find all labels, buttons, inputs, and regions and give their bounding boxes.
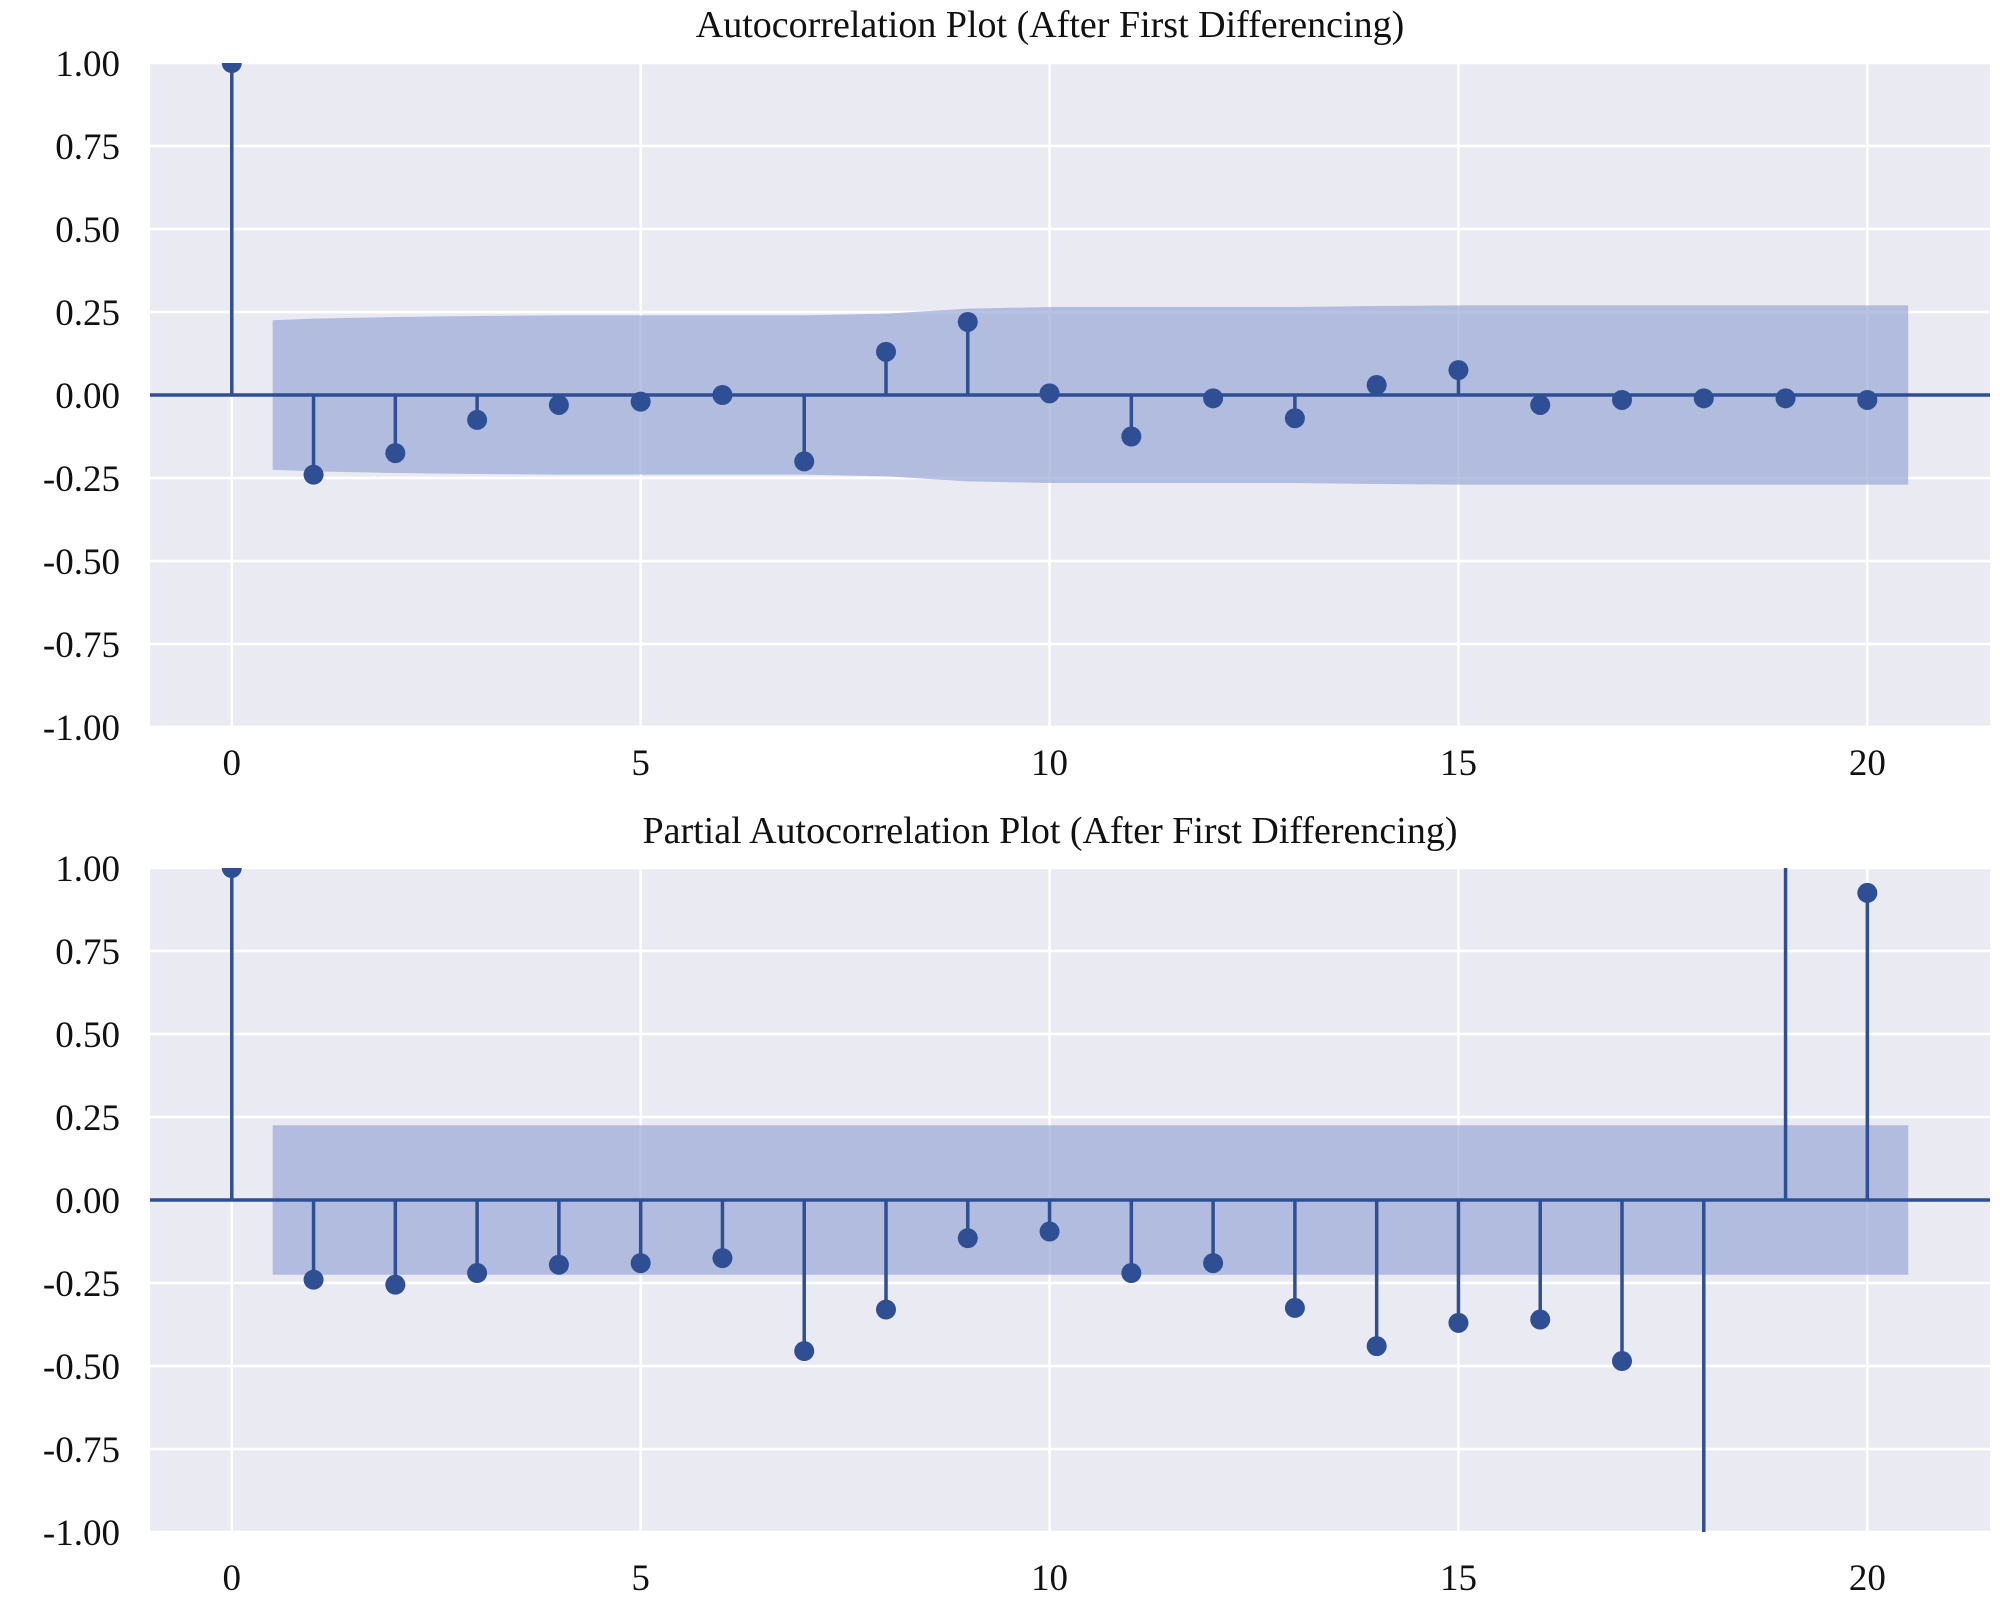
acf-marker-lag-13 xyxy=(1284,408,1305,429)
pacf-marker-lag-2 xyxy=(385,1274,406,1295)
acf-marker-lag-8 xyxy=(876,341,896,362)
acf-ytick-label-0: 1.00 xyxy=(55,44,120,85)
pacf-marker-lag-11 xyxy=(1121,1263,1142,1284)
acf-marker-lag-15 xyxy=(1448,360,1469,381)
pacf-marker-lag-15 xyxy=(1448,1312,1469,1333)
pacf-marker-lag-0 xyxy=(221,868,242,878)
acf-ytick-label-2: 0.50 xyxy=(55,210,120,251)
acf-marker-lag-20 xyxy=(1857,389,1878,410)
acf-xtick-label-1: 5 xyxy=(631,743,650,784)
acf-xtick-label-3: 15 xyxy=(1440,743,1477,784)
pacf-marker-lag-13 xyxy=(1284,1297,1305,1318)
acf-marker-lag-16 xyxy=(1530,394,1551,415)
pacf-ytick-label-8: -1.00 xyxy=(43,1513,120,1554)
acf-marker-lag-3 xyxy=(467,409,488,430)
acf-marker-lag-19 xyxy=(1775,388,1796,409)
pacf-xtick-label-1: 5 xyxy=(631,1558,650,1599)
pacf-xtick-label-0: 0 xyxy=(223,1558,242,1599)
pacf-marker-lag-4 xyxy=(548,1254,569,1275)
acf-ytick-label-1: 0.75 xyxy=(55,127,120,168)
pacf-ytick-label-3: 0.25 xyxy=(55,1098,120,1139)
pacf-ytick-label-1: 0.75 xyxy=(55,932,120,973)
acf-ytick-label-6: -0.50 xyxy=(43,542,120,583)
acf-marker-lag-0 xyxy=(221,63,242,73)
pacf-ytick-label-2: 0.50 xyxy=(55,1015,120,1056)
acf-ytick-label-8: -1.00 xyxy=(43,708,120,749)
acf-ytick-label-4: 0.00 xyxy=(55,376,120,417)
acf-marker-lag-6 xyxy=(712,385,733,405)
acf-ytick-label-7: -0.75 xyxy=(43,625,120,666)
acf-marker-lag-12 xyxy=(1203,388,1224,409)
acf-marker-lag-2 xyxy=(385,443,406,464)
pacf-marker-lag-1 xyxy=(303,1269,324,1290)
acf-marker-lag-10 xyxy=(1039,383,1060,404)
pacf-marker-lag-10 xyxy=(1039,1221,1060,1242)
pacf-marker-lag-6 xyxy=(712,1248,733,1269)
pacf-ytick-label-4: 0.00 xyxy=(55,1181,120,1222)
acf-title: Autocorrelation Plot (After First Differ… xyxy=(696,4,1404,46)
pacf-marker-lag-12 xyxy=(1203,1253,1224,1274)
pacf-marker-lag-20 xyxy=(1857,882,1878,903)
pacf-xtick-label-2: 10 xyxy=(1031,1558,1068,1599)
acf-xtick-label-2: 10 xyxy=(1031,743,1068,784)
pacf-marker-lag-9 xyxy=(957,1228,978,1249)
pacf-panel: Partial Autocorrelation Plot (After Firs… xyxy=(43,810,1990,1599)
pacf-title: Partial Autocorrelation Plot (After Firs… xyxy=(642,810,1457,852)
acf-ytick-label-3: 0.25 xyxy=(55,293,120,334)
acf-marker-lag-17 xyxy=(1612,389,1632,410)
pacf-marker-lag-3 xyxy=(467,1263,488,1284)
pacf-ytick-label-7: -0.75 xyxy=(43,1430,120,1471)
acf-marker-lag-14 xyxy=(1366,375,1387,396)
acf-marker-lag-9 xyxy=(957,311,978,332)
acf-marker-lag-18 xyxy=(1693,388,1714,409)
pacf-marker-lag-5 xyxy=(630,1253,651,1274)
acf-marker-lag-4 xyxy=(548,394,569,415)
acf-xtick-label-4: 20 xyxy=(1849,743,1886,784)
pacf-marker-lag-8 xyxy=(876,1299,896,1320)
pacf-marker-lag-16 xyxy=(1530,1309,1551,1330)
pacf-marker-lag-17 xyxy=(1612,1351,1632,1372)
acf-marker-lag-1 xyxy=(303,464,324,485)
pacf-ytick-label-0: 1.00 xyxy=(55,849,120,890)
acf-marker-lag-5 xyxy=(630,391,651,412)
acf-ytick-label-5: -0.25 xyxy=(43,459,120,500)
acf-marker-lag-7 xyxy=(794,451,815,472)
acf-marker-lag-11 xyxy=(1121,426,1142,447)
acf-panel: Autocorrelation Plot (After First Differ… xyxy=(43,4,1990,784)
pacf-xtick-label-3: 15 xyxy=(1440,1558,1477,1599)
acf-xtick-label-0: 0 xyxy=(223,743,242,784)
pacf-ytick-label-6: -0.50 xyxy=(43,1347,120,1388)
pacf-marker-lag-14 xyxy=(1366,1336,1387,1357)
pacf-ytick-label-5: -0.25 xyxy=(43,1264,120,1305)
pacf-marker-lag-7 xyxy=(794,1341,815,1362)
pacf-xtick-label-4: 20 xyxy=(1849,1558,1886,1599)
